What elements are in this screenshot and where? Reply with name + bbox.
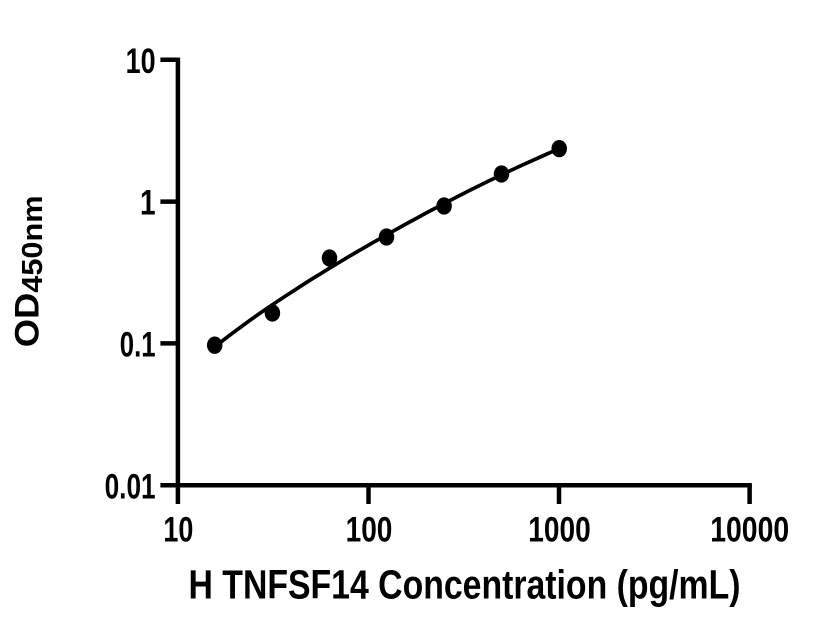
svg-text:100: 100: [346, 510, 393, 550]
svg-text:1: 1: [140, 183, 156, 223]
svg-text:10000: 10000: [710, 510, 789, 550]
svg-text:H TNFSF14 Concentration (pg/mL: H TNFSF14 Concentration (pg/mL): [189, 562, 741, 608]
svg-text:1000: 1000: [528, 510, 590, 550]
svg-text:10: 10: [126, 41, 156, 81]
svg-text:0.01: 0.01: [105, 466, 156, 506]
svg-text:10: 10: [163, 510, 193, 550]
svg-text:450nm: 450nm: [17, 196, 49, 293]
svg-text:OD: OD: [9, 293, 47, 348]
svg-text:0.1: 0.1: [120, 325, 156, 365]
